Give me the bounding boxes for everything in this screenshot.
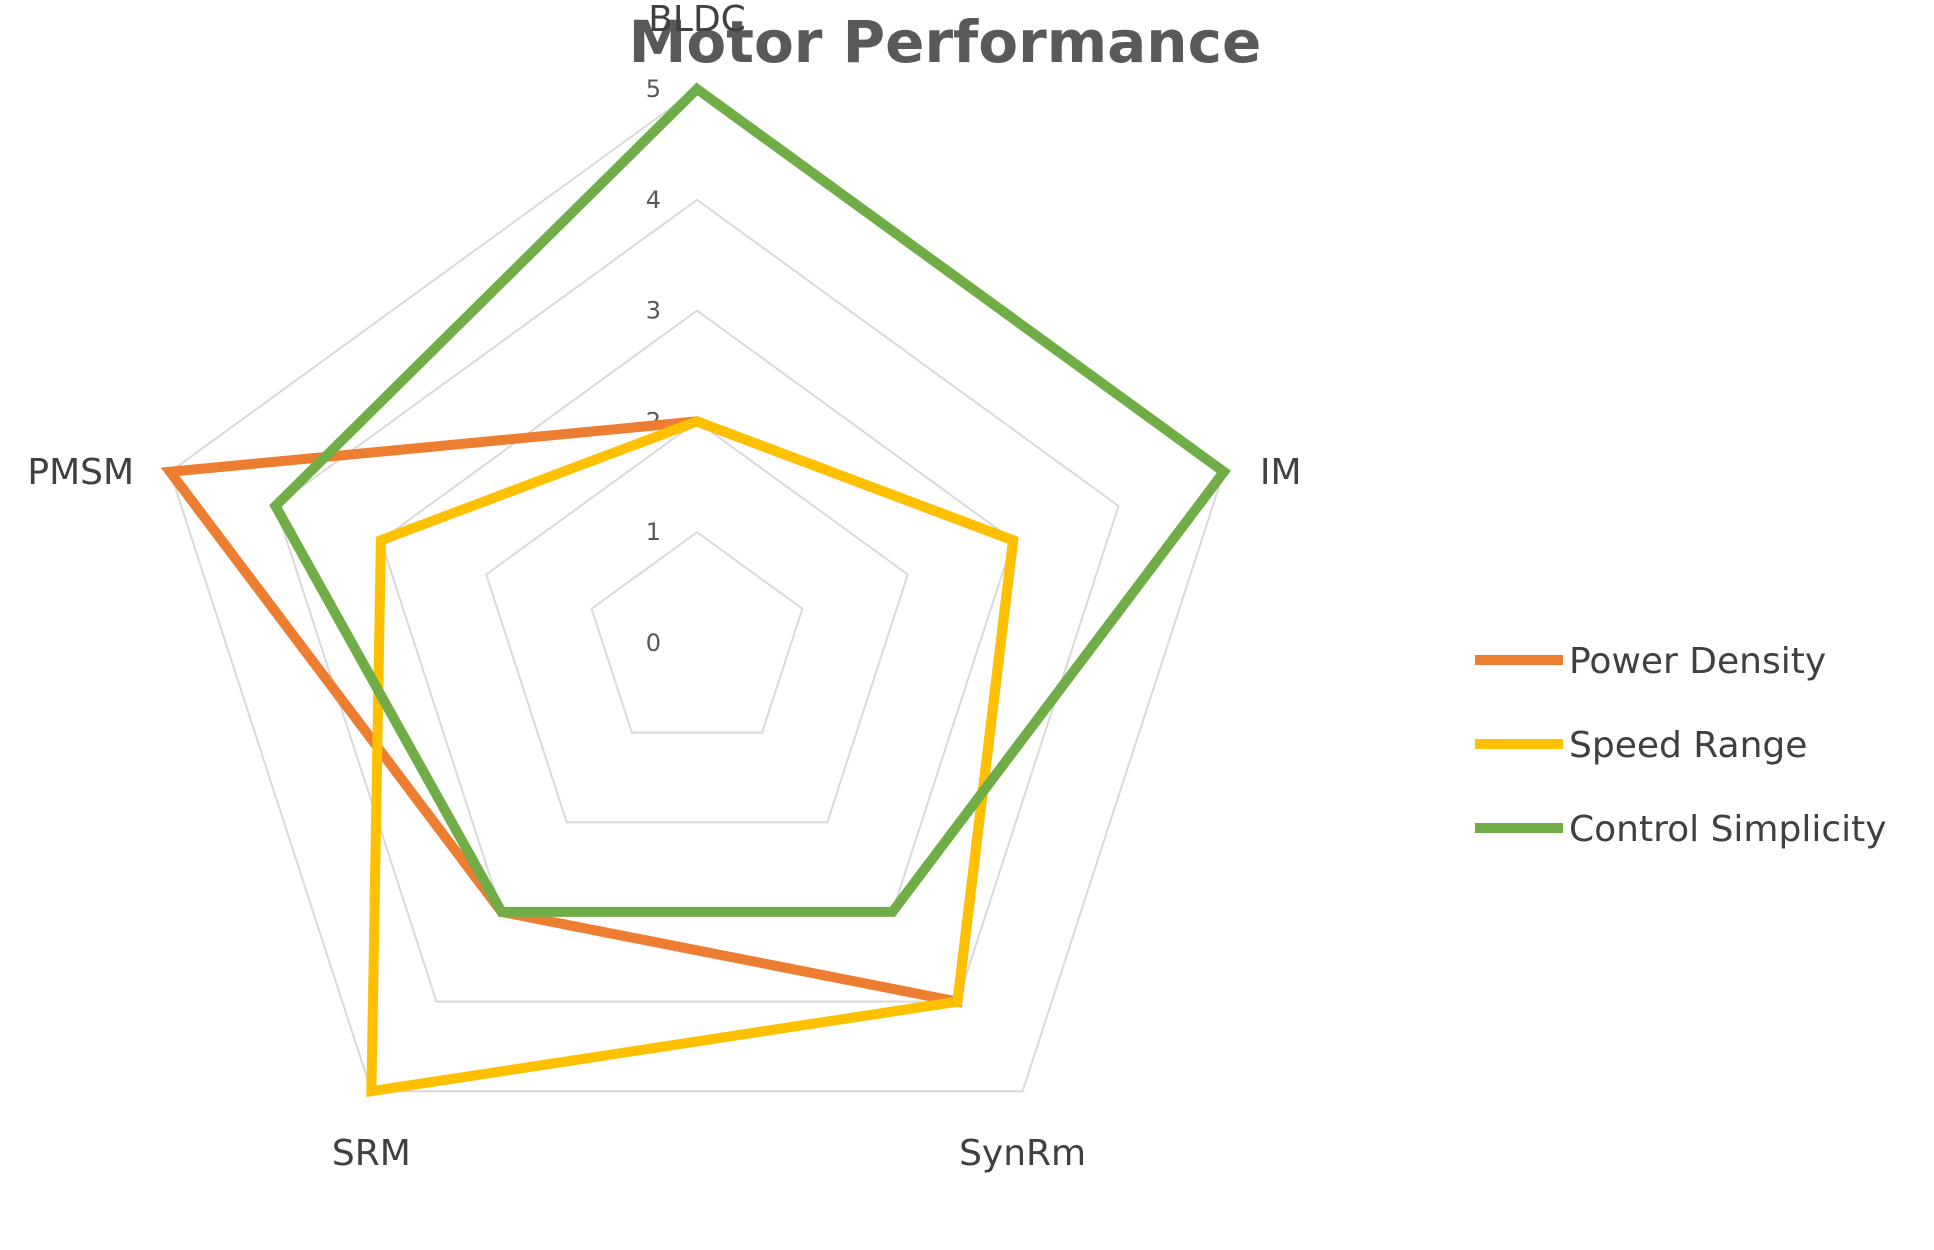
category-label-bldc: BLDC [648, 0, 746, 40]
grid-ring-4 [274, 198, 1120, 1003]
legend: Power Density Speed Range Control Simplici… [1475, 641, 1887, 850]
r-tick-label: 4 [646, 186, 661, 214]
radar-grid [168, 87, 1226, 1093]
r-tick-label: 0 [646, 629, 661, 657]
category-label-pmsm: PMSM [27, 452, 134, 493]
series-line-speed-range [366, 416, 1019, 1098]
grid-ring-2 [485, 420, 909, 824]
grid-ring-5 [168, 87, 1226, 1093]
category-label-synrm: SynRm [959, 1133, 1086, 1174]
chart-title: Motor Performance [629, 8, 1262, 76]
series-lines [160, 82, 1231, 1098]
series-line-control-simplicity [269, 82, 1231, 917]
r-tick-label: 3 [646, 297, 661, 325]
legend-label-power-density: Power Density [1569, 641, 1826, 682]
category-label-im: IM [1260, 452, 1302, 493]
category-label-srm: SRM [332, 1133, 411, 1174]
legend-label-speed-range: Speed Range [1569, 725, 1807, 766]
r-tick-label: 1 [646, 518, 661, 546]
category-labels: BLDC IM SynRm SRM PMSM [27, 0, 1301, 1174]
r-tick-label: 5 [646, 75, 661, 103]
grid-ring-1 [590, 530, 804, 734]
legend-label-control-simplicity: Control Simplicity [1569, 809, 1887, 850]
